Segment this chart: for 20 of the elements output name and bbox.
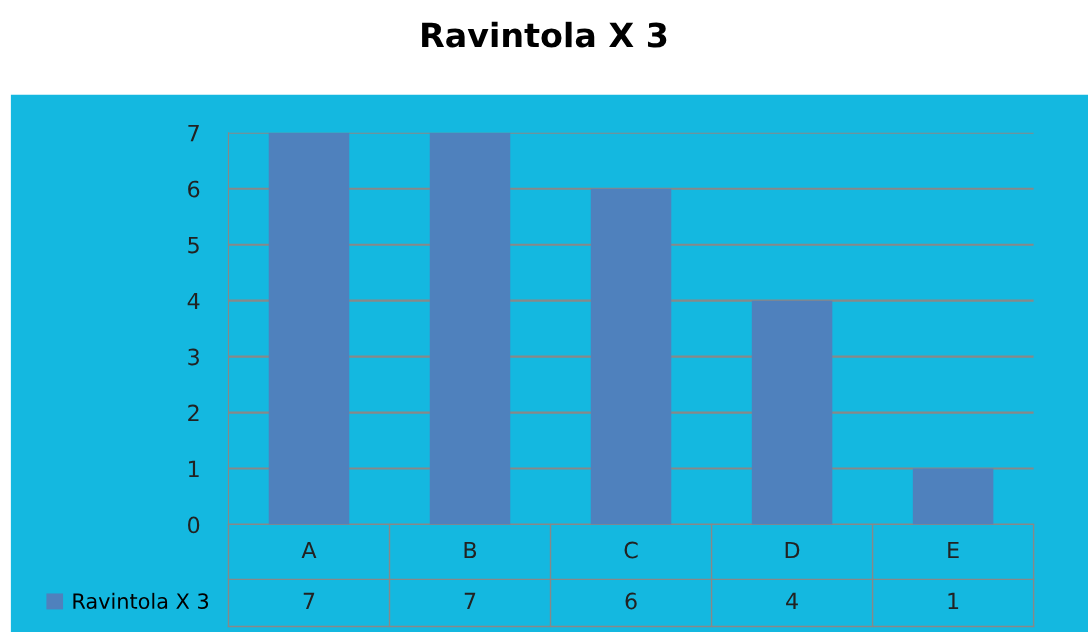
chart-title: Ravintola X 3 bbox=[422, 21, 667, 48]
legend-label: Ravintola X 3 bbox=[73, 592, 209, 609]
data-label: 4 bbox=[786, 592, 798, 610]
x-tick-label: C bbox=[624, 541, 638, 559]
data-label: 1 bbox=[948, 592, 959, 610]
x-tick-label: B bbox=[464, 541, 477, 559]
y-tick-label: 0 bbox=[188, 516, 200, 534]
y-tick-label: 2 bbox=[188, 404, 199, 422]
x-tick-label: A bbox=[301, 541, 317, 559]
y-tick-label: 5 bbox=[188, 236, 199, 254]
x-tick-label: E bbox=[948, 541, 959, 559]
y-tick-label: 3 bbox=[188, 348, 199, 366]
y-tick-label: 4 bbox=[187, 292, 200, 310]
y-tick-label: 7 bbox=[188, 124, 199, 142]
data-label: 6 bbox=[625, 592, 637, 610]
data-label: 7 bbox=[303, 592, 315, 610]
y-tick-label: 1 bbox=[189, 460, 199, 478]
y-tick-label: 6 bbox=[188, 180, 200, 198]
x-tick-label: D bbox=[785, 541, 800, 559]
data-label: 7 bbox=[464, 592, 476, 610]
